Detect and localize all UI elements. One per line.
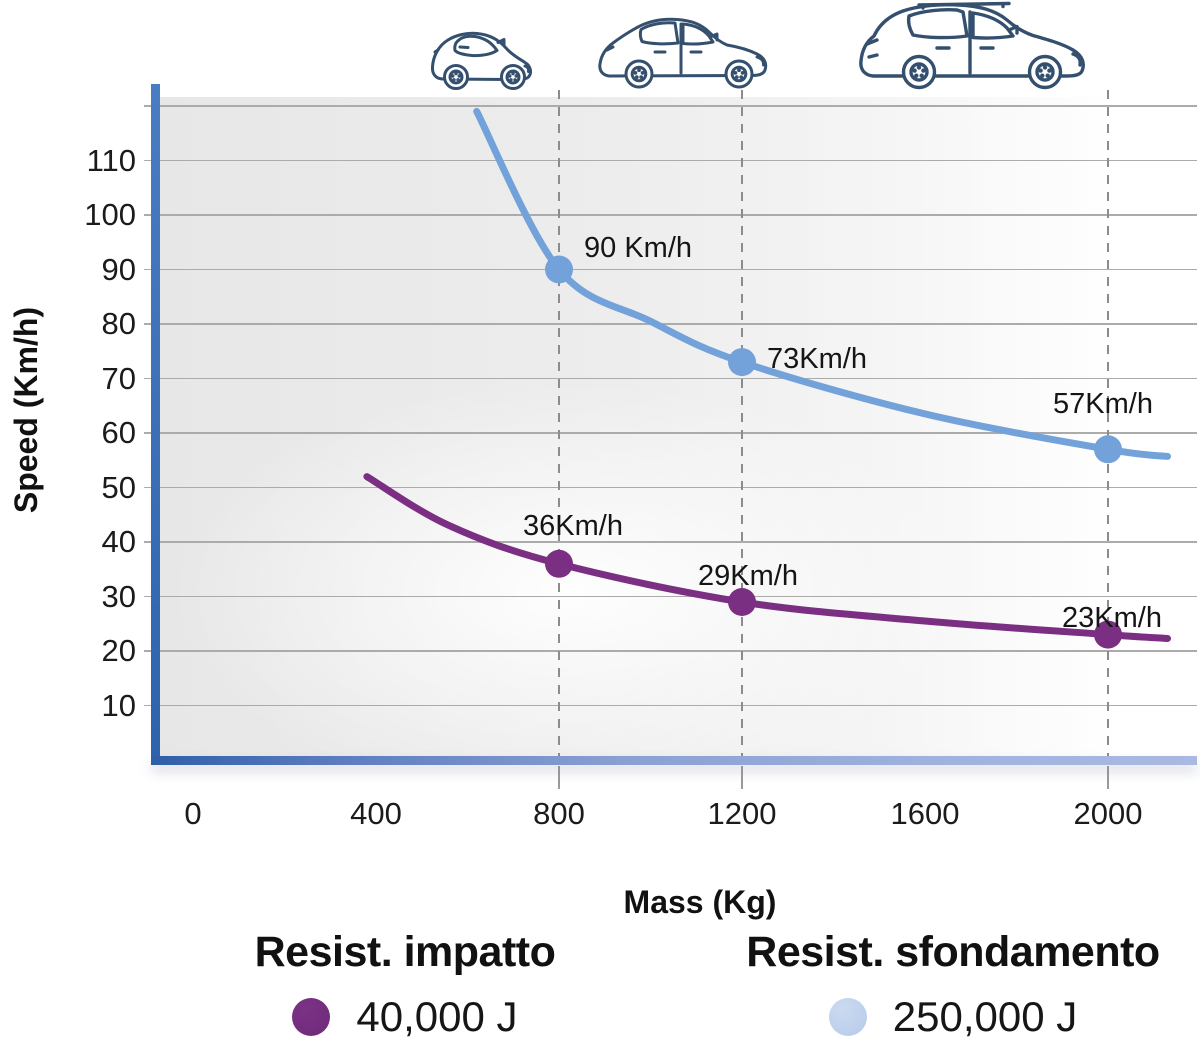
y-tick-label: 20 bbox=[101, 633, 136, 668]
data-point-label: 90 Km/h bbox=[584, 231, 692, 264]
y-tick-label: 50 bbox=[101, 469, 136, 505]
x-tick-label: 2000 bbox=[1073, 796, 1143, 831]
x-axis-title: Mass (Kg) bbox=[623, 884, 777, 920]
x-tick-label: 400 bbox=[350, 796, 402, 831]
gridline bbox=[144, 541, 1197, 543]
y-tick-label: 110 bbox=[86, 142, 136, 178]
legend-item-impatto: Resist. impatto 40,000 J bbox=[240, 928, 570, 1056]
legend-title-impatto: Resist. impatto bbox=[254, 928, 556, 976]
data-point-label: 57Km/h bbox=[1053, 388, 1153, 421]
data-point-2000kg bbox=[1094, 620, 1122, 649]
gridline bbox=[144, 159, 1197, 162]
legend-title-sfondamento: Resist. sfondamento bbox=[746, 928, 1160, 976]
y-tick-label: 10 bbox=[101, 687, 136, 723]
legend-item-sfondamento: Resist. sfondamento 250,000 J bbox=[718, 928, 1188, 1056]
impatto-energy-value: 40,000 J bbox=[356, 993, 518, 1040]
y-tick-label: 40 bbox=[101, 524, 136, 559]
data-point-label: 29Km/h bbox=[698, 559, 798, 592]
gridline bbox=[144, 377, 1197, 380]
dashed-guide-line bbox=[558, 90, 560, 765]
suv-car-icon bbox=[859, 1, 1085, 90]
gridline bbox=[144, 105, 1197, 107]
legend: Resist. impatto 40,000 J Resist. sfondam… bbox=[0, 928, 1200, 1056]
data-point-1200kg bbox=[728, 588, 756, 616]
gridline bbox=[144, 704, 1197, 707]
y-tick-label: 80 bbox=[101, 306, 136, 341]
hatchback-car-icon bbox=[598, 17, 768, 89]
data-point-label: 36Km/h bbox=[523, 509, 623, 542]
y-tick-label: 100 bbox=[84, 197, 136, 232]
gridline bbox=[144, 486, 1197, 489]
x-tick-label: 1200 bbox=[707, 796, 777, 831]
dashed-guide-line bbox=[1107, 90, 1109, 765]
x-axis-line bbox=[151, 756, 1197, 765]
x-tick-mark bbox=[741, 766, 743, 789]
gridline bbox=[144, 650, 1197, 652]
gridline bbox=[144, 595, 1197, 598]
y-axis-line bbox=[151, 84, 160, 765]
gridline bbox=[144, 268, 1197, 271]
data-point-800kg bbox=[545, 549, 573, 578]
x-tick-mark bbox=[558, 766, 560, 789]
x-tick-label: 1600 bbox=[890, 796, 960, 831]
gridline bbox=[144, 214, 1197, 216]
gridline bbox=[144, 323, 1197, 325]
x-tick-label: 800 bbox=[533, 796, 585, 831]
y-tick-label: 30 bbox=[101, 578, 136, 614]
sfondamento-series-dot bbox=[828, 998, 867, 1036]
y-tick-label: 70 bbox=[101, 360, 136, 396]
dashed-guide-line bbox=[741, 90, 743, 765]
sfondamento-energy-value: 250,000 J bbox=[892, 993, 1078, 1040]
x-tick-mark bbox=[1107, 766, 1109, 789]
data-point-label: 73Km/h bbox=[767, 343, 867, 376]
impatto-series-dot bbox=[292, 998, 331, 1036]
gridline bbox=[144, 432, 1197, 434]
data-point-2000kg bbox=[1094, 435, 1122, 464]
curve-impatto bbox=[363, 473, 1171, 642]
y-tick-label: 90 bbox=[101, 251, 136, 287]
city-car-icon bbox=[430, 31, 533, 90]
data-point-1200kg bbox=[728, 348, 756, 377]
x-tick-label: 0 bbox=[184, 796, 202, 831]
y-tick-label: 60 bbox=[101, 415, 136, 450]
data-point-800kg bbox=[545, 255, 573, 284]
data-point-label: 23Km/h bbox=[1062, 601, 1162, 634]
